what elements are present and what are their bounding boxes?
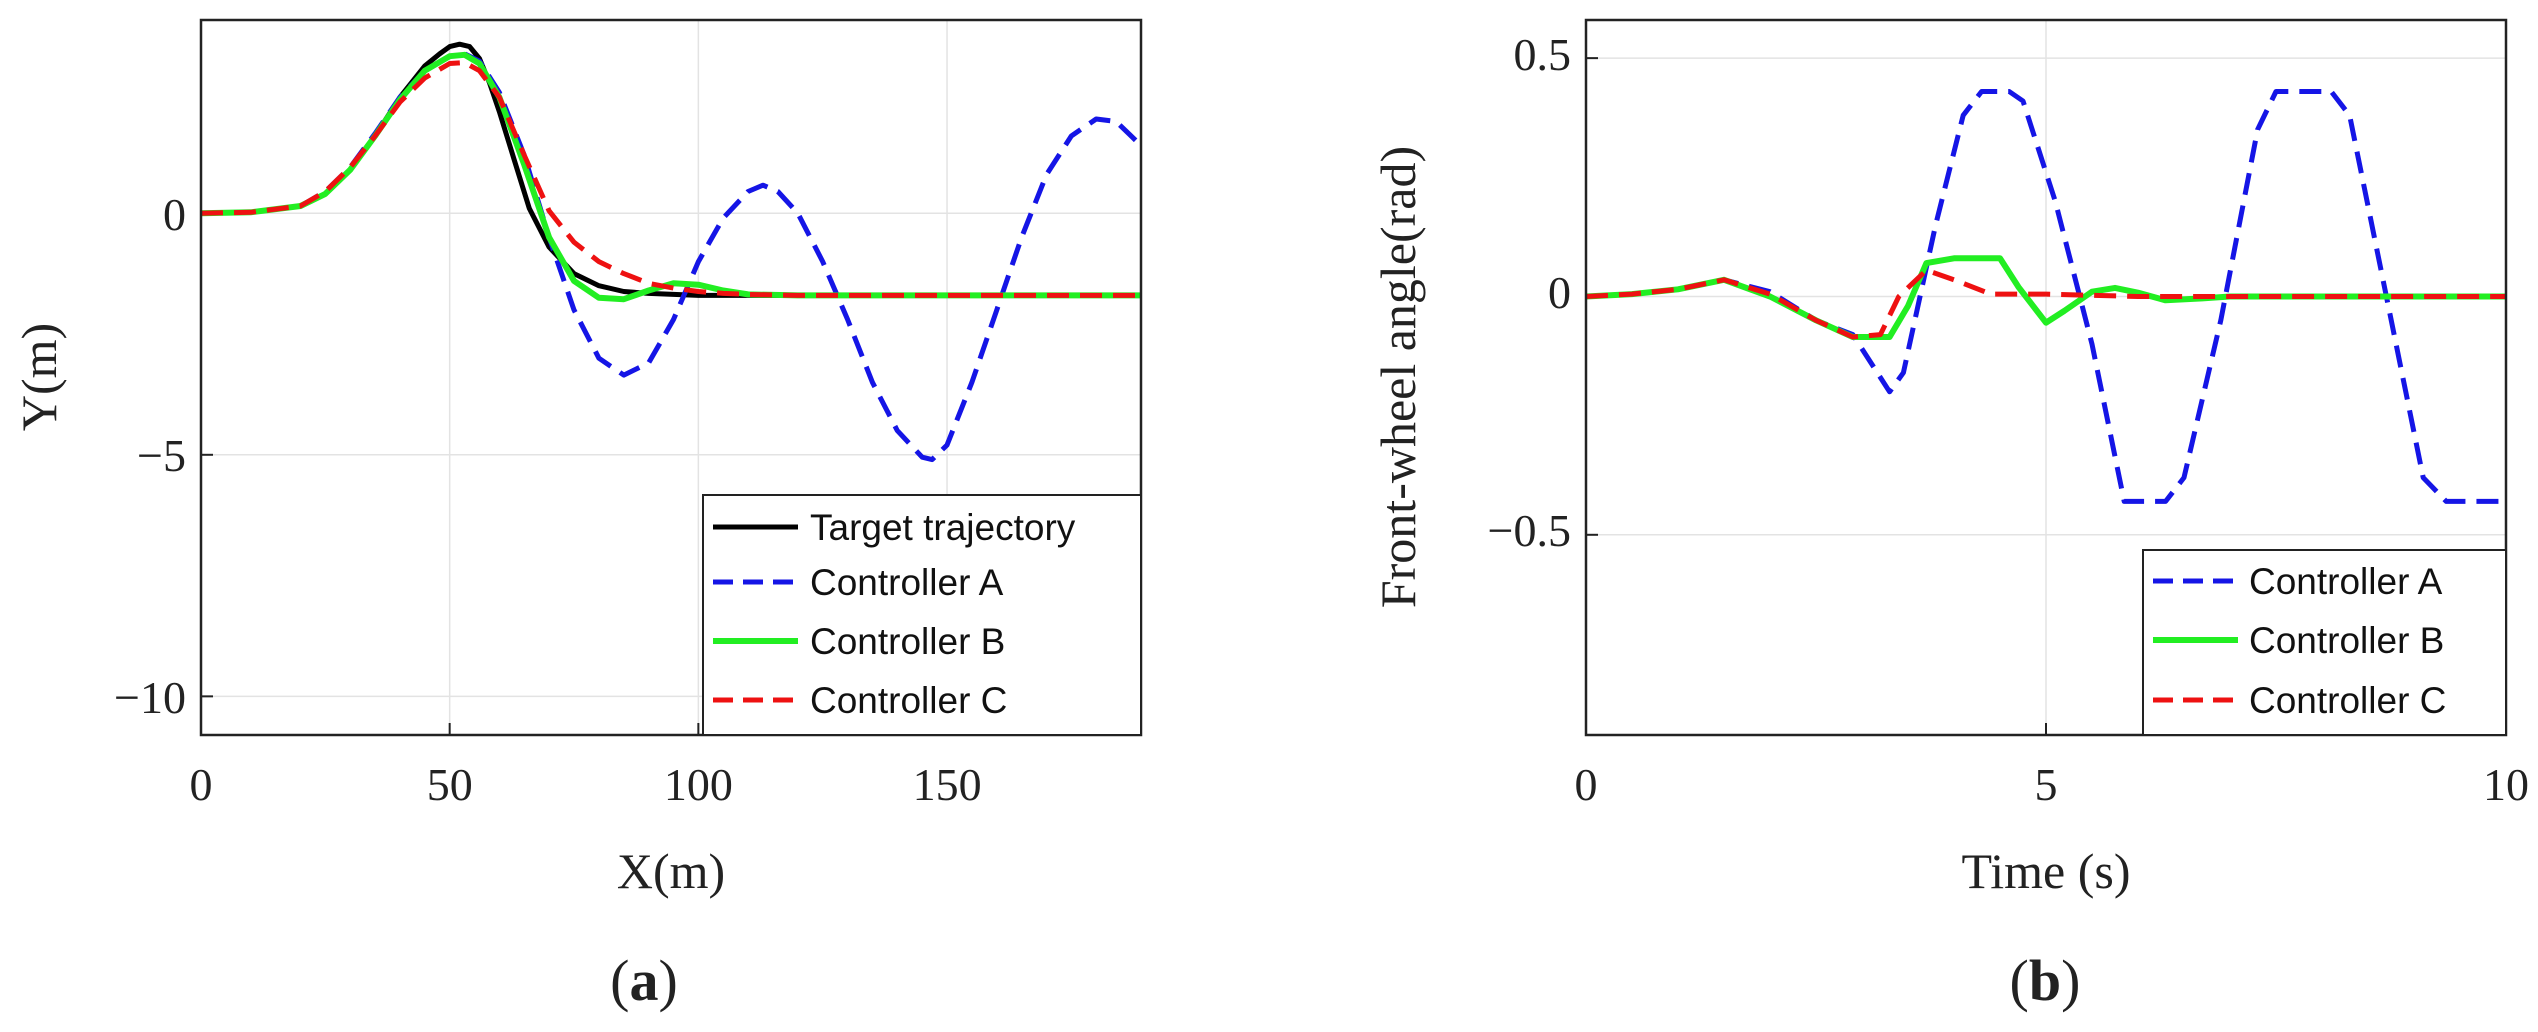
panel-b-legend-label: Controller C: [2249, 680, 2446, 721]
panel-a-series: [200, 41, 1143, 463]
panel-a-series-target-trajectory: [200, 41, 1141, 298]
panel-b-xtick-label: 10: [2483, 759, 2529, 810]
panel-a-series-controller-c: [200, 60, 1141, 298]
panel-b-legend-label: Controller A: [2249, 561, 2443, 602]
panel-a-ytick-label: −10: [114, 672, 186, 723]
panel-b-ytick-label: 0.5: [1514, 29, 1572, 80]
panel-b: 0 5 10 0.5 0 −0.5 Time (s) Front-wheel a…: [1370, 18, 2529, 1013]
panel-a-ytick-label: 0: [163, 189, 186, 240]
panel-a-ytick-label: −5: [137, 430, 186, 481]
panel-a-xtick-label: 50: [427, 759, 473, 810]
panel-a-legend-label: Controller B: [810, 621, 1005, 662]
panel-b-ytick-label: −0.5: [1488, 505, 1571, 556]
panel-b-series-controller-c: [1585, 267, 2506, 340]
panel-a-y-axis-label: Y(m): [11, 323, 67, 431]
panel-a-series-controller-a: [200, 51, 1143, 463]
panel-a-xtick-label: 0: [190, 759, 213, 810]
panel-b-frame: [1584, 18, 2508, 737]
panel-b-series: [1585, 89, 2506, 504]
panel-a-caption: (a): [610, 948, 678, 1013]
panel-a-frame: [199, 18, 1143, 737]
panel-a-legend-label: Target trajectory: [810, 507, 1076, 548]
panel-b-xtick-label: 0: [1575, 759, 1598, 810]
panel-b-y-axis-label: Front-wheel angle(rad): [1370, 146, 1426, 608]
panel-a-legend-label: Controller C: [810, 680, 1007, 721]
panel-b-legend: Controller A Controller B Controller C: [2142, 549, 2507, 736]
panel-a-xtick-label: 150: [913, 759, 982, 810]
panel-a-xtick-label: 100: [664, 759, 733, 810]
panel-a-x-axis-label: X(m): [617, 843, 725, 899]
panel-b-ytick-label: 0: [1548, 267, 1571, 318]
panel-a-legend-label: Controller A: [810, 562, 1004, 603]
panel-a-caption-letter: a: [630, 948, 659, 1013]
panel-b-legend-label: Controller B: [2249, 620, 2444, 661]
panel-b-caption: (b): [2010, 948, 2081, 1013]
panel-a: 0 50 100 150 0 −5 −10 X(m) Y(m) Target t…: [11, 18, 1143, 1013]
panel-b-xtick-label: 5: [2035, 759, 2058, 810]
panel-a-series-controller-b: [200, 51, 1141, 303]
panel-b-caption-letter: b: [2029, 948, 2061, 1013]
panel-a-legend: Target trajectory Controller A Controlle…: [702, 494, 1142, 736]
panel-b-x-axis-label: Time (s): [1961, 843, 2130, 899]
